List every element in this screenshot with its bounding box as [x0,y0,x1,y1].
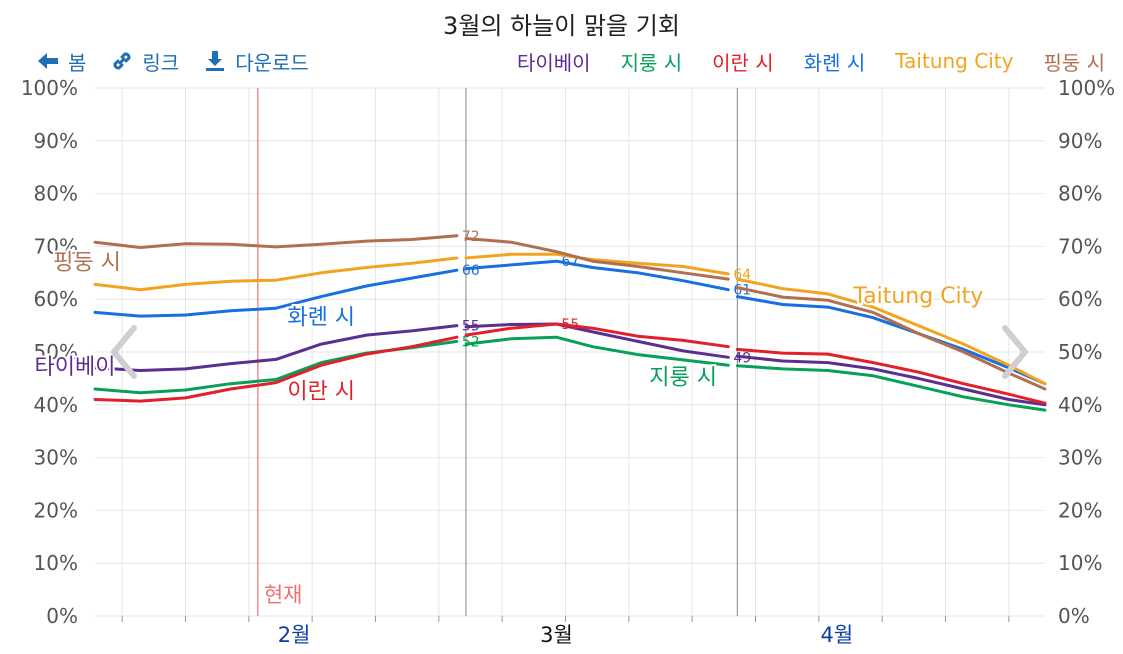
now-label: 현재 [264,583,303,607]
y-tick-label-right: 20% [1058,498,1102,522]
y-tick-label-left: 40% [34,393,78,417]
data-label: 64 [733,267,751,283]
series-line-pingtung [735,286,1047,391]
download-button[interactable]: 다운로드 [203,47,309,76]
y-tick-label-right: 60% [1058,287,1102,311]
series-line-taipei [93,324,459,372]
y-tick-label-right: 70% [1058,234,1102,258]
y-tick-label-right: 10% [1058,551,1102,575]
y-tick-label-left: 20% [34,498,78,522]
y-tick-label-left: 10% [34,551,78,575]
legend-item-yilan[interactable]: 이란 시 [712,50,774,75]
y-tick-label-right: 0% [1058,604,1090,628]
chart-legend: 타이베이 지룽 시 이란 시 화롄 시 Taitung City 핑둥 시 [487,46,1105,76]
y-tick-label-right: 100% [1058,76,1115,100]
legend-item-taipei[interactable]: 타이베이 [516,50,591,75]
link-icon [113,52,131,70]
series-line-hualien [93,268,459,318]
y-tick-label-right: 80% [1058,182,1102,206]
y-tick-label-left: 60% [34,287,78,311]
series-inline-label-hualien: 화롄 시 [287,305,355,330]
series-inline-label-yilan: 이란 시 [287,379,355,404]
download-icon [206,51,225,71]
y-tick-label-right: 30% [1058,446,1102,470]
data-label: 66 [462,263,480,279]
series-line-taitung [93,256,459,292]
y-tick-label-left: 50% [34,340,78,364]
series-line-taipei [464,322,730,359]
series-line-pingtung [464,237,730,281]
home-label: 봄 [68,50,87,75]
y-tick-label-left: 80% [34,182,78,206]
series-line-taitung [464,252,730,276]
chevron-left-icon[interactable] [106,322,140,382]
x-tick-label: 4월 [821,623,854,647]
data-label: 55 [462,319,480,335]
y-tick-label-right: 90% [1058,129,1102,153]
data-label: 72 [462,229,480,245]
link-label: 링크 [142,50,180,75]
y-tick-label-left: 90% [34,129,78,153]
series-line-keelung [735,364,1047,412]
series-inline-label-taitung: Taitung City [852,284,983,309]
series-inline-label-keelung: 지룽 시 [649,365,717,390]
data-label: 49 [733,350,751,366]
series-inline-label-taipei: 타이베이 [35,355,116,380]
arrow-left-icon [38,53,58,69]
legend-item-pingtung[interactable]: 핑둥 시 [1043,50,1105,75]
link-button[interactable]: 링크 [110,47,179,76]
series-line-keelung [464,335,730,367]
series-line-taipei [735,354,1047,407]
y-tick-label-left: 0% [46,604,78,628]
chevron-right-icon[interactable] [999,322,1033,382]
data-label: 55 [561,317,579,333]
y-tick-label-left: 70% [34,234,78,258]
series-line-yilan [93,335,459,403]
chart-toolbar: 봄 링크 다운로드 [36,46,333,76]
series-line-yilan [464,322,730,349]
legend-item-taitung[interactable]: Taitung City [895,49,1014,73]
series-line-yilan [735,347,1047,405]
x-tick-label: 2월 [278,623,311,647]
y-tick-label-left: 30% [34,446,78,470]
series-line-pingtung [93,234,459,249]
series-line-taitung [735,277,1047,386]
legend-item-hualien[interactable]: 화롄 시 [803,50,866,75]
x-tick-label: 3월 [540,623,573,647]
series-line-hualien [464,259,730,292]
home-button[interactable]: 봄 [36,47,86,76]
y-tick-label-right: 50% [1058,340,1102,364]
series-line-hualien [735,295,1047,386]
y-tick-label-left: 100% [21,76,78,100]
legend-item-keelung[interactable]: 지룽 시 [620,50,683,75]
chart-title: 3월의 하늘이 맑을 기회 [443,12,680,40]
series-inline-label-pingtung: 핑둥 시 [53,251,121,276]
download-label: 다운로드 [235,50,309,75]
y-tick-label-right: 40% [1058,393,1102,417]
data-label: 52 [462,334,480,350]
